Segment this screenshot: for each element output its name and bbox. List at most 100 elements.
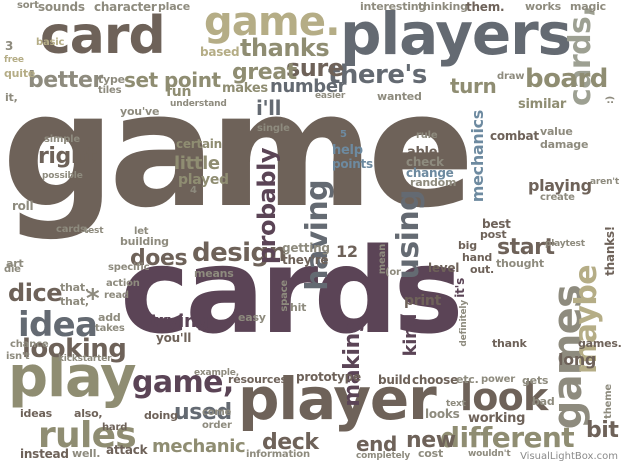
word-set: set <box>124 68 158 92</box>
word-type: type <box>98 73 125 86</box>
word-character: character <box>94 0 157 14</box>
word-sort: sort <box>17 0 39 11</box>
word-well: well. <box>72 447 101 460</box>
word-specific: specific <box>108 262 150 273</box>
word-post: post <box>480 228 507 241</box>
word-game-comma: game, <box>132 365 234 400</box>
word-roll: roll <box>12 199 34 213</box>
word-that-dot: that. <box>60 281 89 294</box>
watermark: VisualLightBox.com <box>520 451 618 462</box>
word-random: random <box>410 176 457 189</box>
word-playing: playing <box>528 176 592 195</box>
word-mechanics: mechanics <box>468 110 487 203</box>
word-create: create <box>540 192 575 203</box>
word-understand: understand <box>170 99 227 109</box>
word-number: number <box>270 76 347 97</box>
word-gets: gets <box>522 374 549 387</box>
word-having: having <box>300 180 335 291</box>
word-deck: deck <box>262 430 319 455</box>
word-played: played <box>178 172 229 188</box>
word-makes: makes <box>222 81 268 96</box>
word-choose: choose <box>412 373 458 387</box>
word-come: come <box>202 407 232 418</box>
word-easier: easier <box>315 91 346 101</box>
word-games-dot: games. <box>578 337 621 350</box>
word-help: help <box>332 143 363 158</box>
word-theme: theme <box>603 384 614 419</box>
word-bad: bad <box>532 395 555 408</box>
word-getting: getting <box>282 241 330 255</box>
word-playtest: playtest <box>545 239 585 249</box>
word-youve: you've <box>120 105 160 118</box>
word-best: best <box>482 217 511 231</box>
word-able: able <box>407 145 438 160</box>
word-similar: similar <box>518 97 567 112</box>
word-thought: thought <box>496 257 544 270</box>
word-dice: dice <box>8 279 62 307</box>
word-action: action <box>106 278 140 289</box>
word-combat: combat <box>490 129 539 143</box>
word-idea: idea <box>18 305 98 345</box>
word-damage: damage <box>540 138 589 151</box>
word-ideas: ideas <box>20 407 52 420</box>
word-12: 12 <box>336 242 358 261</box>
word-bit: bit <box>586 418 619 443</box>
word-prototype: prototype <box>296 370 361 384</box>
word-cost: cost <box>418 447 444 460</box>
word-big: big <box>458 239 477 252</box>
word-thinking: thinking <box>418 0 468 13</box>
word-does: does <box>130 246 188 271</box>
word-place: place <box>158 0 190 13</box>
word-example: example, <box>194 368 239 378</box>
word-little: little <box>174 153 220 174</box>
word-long: long <box>558 350 597 369</box>
word-wouldnt: wouldn't <box>468 449 511 459</box>
word-definitely: definitely <box>459 300 469 347</box>
word-making: making <box>340 318 365 407</box>
word-play: play <box>8 345 136 410</box>
word-instead: instead <box>20 447 69 461</box>
word-single: single <box>257 123 290 134</box>
word-hit: hit <box>290 301 307 314</box>
word-doing: doing <box>144 409 178 422</box>
word-rules: rules <box>38 415 137 456</box>
word-kickstarter: kickstarter <box>58 354 112 364</box>
word-right: right <box>38 144 97 169</box>
word-smiley: :) <box>605 96 616 105</box>
word-kind: kind <box>400 314 421 357</box>
word-tiles: tiles <box>98 85 122 96</box>
word-die: die <box>4 264 21 275</box>
word-building: building <box>120 235 169 248</box>
word-read: read <box>104 290 129 301</box>
word-fun: fun <box>166 84 192 100</box>
word-simple: simple <box>44 134 80 145</box>
word-turn: turn <box>450 74 497 98</box>
word-etc: etc. <box>456 373 479 386</box>
word-chance: chance <box>10 339 49 350</box>
word-players: players <box>340 0 572 68</box>
word-isnt: isn't <box>6 351 30 362</box>
word-attack: attack <box>106 443 148 457</box>
word-sounds: sounds <box>38 0 85 14</box>
word-space: space <box>279 280 290 312</box>
word-or: (or <box>385 267 401 278</box>
word-player: player <box>238 365 437 433</box>
word-based: based <box>200 45 240 59</box>
word-start: start <box>497 235 555 260</box>
word-card: card <box>40 6 166 66</box>
word-looks: looks <box>425 407 460 421</box>
word-thank: thank <box>492 337 527 350</box>
word-end: end <box>356 432 397 456</box>
word-mechanic: mechanic <box>152 436 246 457</box>
word-possible: possible <box>42 171 83 181</box>
word-5: 5 <box>340 129 347 140</box>
word-thanks: thanks <box>240 34 330 62</box>
word-certain: certain <box>176 137 222 151</box>
word-takes: takes <box>95 323 125 334</box>
word-them: them. <box>466 0 505 14</box>
word-print: print <box>404 293 441 309</box>
word-working: working <box>468 411 526 426</box>
word-completely: completely <box>356 451 411 461</box>
word-trying: trying <box>150 311 209 332</box>
word-change: change <box>406 166 454 180</box>
